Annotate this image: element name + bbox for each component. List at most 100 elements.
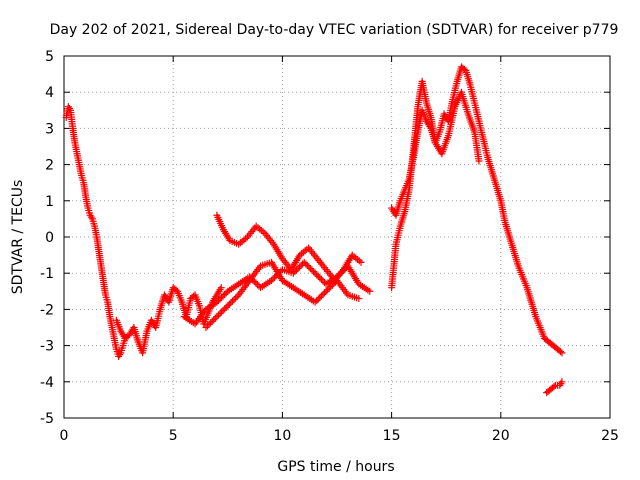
data-point — [311, 298, 319, 306]
data-point — [319, 277, 327, 285]
y-tick-label: 4 — [45, 85, 54, 101]
data-point — [217, 284, 225, 292]
data-point — [224, 302, 232, 310]
data-point — [310, 268, 318, 276]
data-point — [214, 311, 222, 319]
data-point — [308, 266, 316, 274]
data-point — [303, 261, 311, 269]
data-point — [211, 314, 219, 322]
data-point — [222, 303, 230, 311]
data-point — [316, 294, 324, 302]
grid-lines — [64, 56, 610, 418]
data-point — [228, 297, 236, 305]
data-point — [291, 268, 299, 276]
data-point — [219, 292, 227, 300]
x-tick-label: 15 — [383, 428, 401, 444]
data-point — [213, 298, 221, 306]
data-point — [219, 306, 227, 314]
data-point — [289, 269, 297, 277]
y-tick-label: 0 — [45, 230, 54, 246]
series-6 — [388, 77, 483, 292]
data-point — [355, 295, 363, 303]
data-point — [306, 265, 314, 273]
data-point — [313, 271, 321, 279]
data-point — [302, 260, 310, 268]
data-point — [297, 261, 305, 269]
data-point — [558, 349, 566, 357]
series-0 — [62, 103, 129, 360]
data-point — [558, 378, 566, 386]
x-axis-label: GPS time / hours — [277, 459, 394, 475]
y-axis-ticks: 5 4 3 2 1 0 -1 -2 -3 -4 -5 — [40, 49, 610, 427]
data-point — [314, 272, 322, 280]
data-point — [87, 213, 95, 221]
data-point — [556, 348, 564, 356]
data-point — [252, 279, 260, 287]
data-point — [550, 383, 558, 391]
data-point — [294, 265, 302, 273]
x-tick-label: 5 — [169, 428, 178, 444]
y-tick-label: 5 — [45, 49, 54, 65]
data-point — [230, 296, 238, 304]
data-point — [300, 258, 308, 266]
data-point — [269, 275, 277, 283]
data-point — [296, 263, 304, 271]
data-point — [221, 290, 229, 298]
y-tick-label: -1 — [40, 266, 54, 282]
data-point — [322, 287, 330, 295]
series-7 — [543, 378, 566, 397]
data-point — [210, 316, 218, 324]
data-point — [317, 275, 325, 283]
data-point — [225, 300, 233, 308]
data-point — [208, 317, 216, 325]
data-point — [216, 310, 224, 318]
data-point — [313, 297, 321, 305]
series-5 — [388, 63, 566, 357]
chart-title: Day 202 of 2021, Sidereal Day-to-day VTE… — [50, 22, 619, 38]
x-tick-label: 20 — [492, 428, 510, 444]
y-tick-label: -3 — [40, 339, 54, 355]
x-tick-label: 0 — [60, 428, 69, 444]
data-point — [216, 295, 224, 303]
data-point — [324, 286, 332, 294]
x-tick-label: 25 — [601, 428, 619, 444]
data-point — [314, 295, 322, 303]
data-point — [328, 281, 336, 289]
data-point — [227, 299, 235, 307]
y-tick-label: -4 — [40, 375, 54, 391]
data-point — [214, 297, 222, 305]
data-points — [62, 63, 566, 397]
data-point — [202, 324, 210, 331]
data-point — [557, 380, 565, 388]
data-point — [325, 284, 333, 292]
data-point — [218, 308, 226, 316]
data-point — [311, 269, 319, 277]
y-axis-label: SDTVAR / TECUs — [10, 180, 26, 295]
data-point — [366, 287, 374, 295]
y-tick-label: -5 — [40, 411, 54, 427]
series-1 — [112, 284, 225, 357]
data-point — [357, 258, 365, 266]
data-point — [317, 292, 325, 300]
data-point — [327, 283, 335, 291]
data-point — [321, 289, 329, 297]
data-point — [205, 320, 213, 328]
data-point — [232, 294, 240, 302]
data-point — [221, 305, 229, 313]
x-axis-ticks: 0 5 10 15 20 25 — [60, 56, 619, 444]
y-tick-label: 3 — [45, 121, 54, 137]
data-point — [316, 274, 324, 282]
data-point — [267, 276, 275, 284]
data-point — [204, 322, 212, 330]
data-point — [475, 157, 483, 165]
x-tick-label: 10 — [273, 428, 291, 444]
data-point — [207, 319, 215, 327]
y-tick-label: 2 — [45, 158, 54, 174]
data-point — [305, 263, 313, 271]
data-point — [213, 313, 221, 321]
data-point — [218, 294, 226, 302]
data-point — [319, 290, 327, 298]
data-point — [253, 281, 261, 289]
y-tick-label: 1 — [45, 194, 54, 210]
